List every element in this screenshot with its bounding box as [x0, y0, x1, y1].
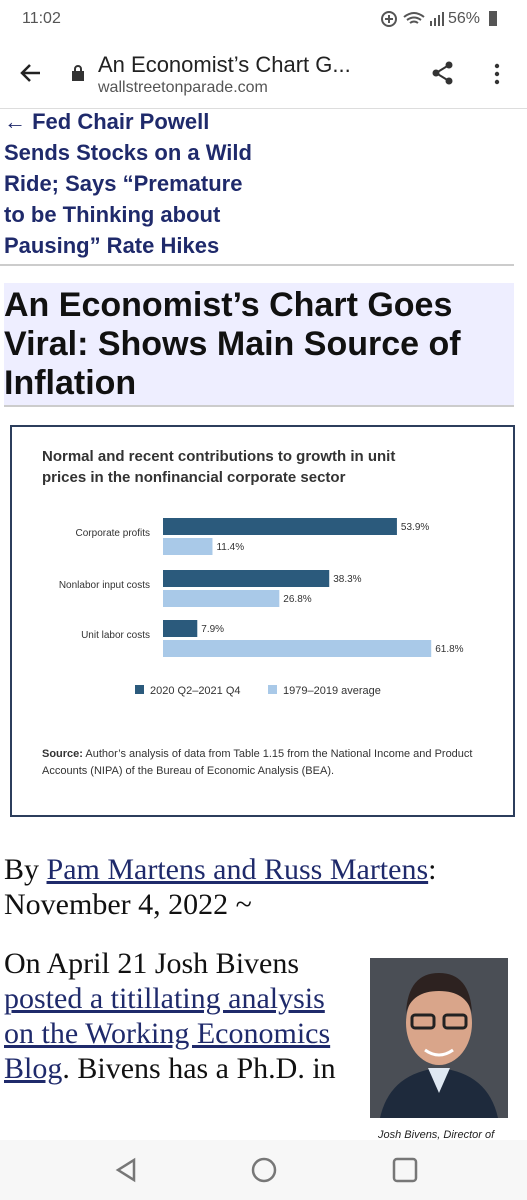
legend-label: 2020 Q2–2021 Q4: [150, 685, 241, 697]
bar: [163, 570, 330, 587]
value-label: 11.4%: [216, 542, 244, 553]
bar: [163, 640, 432, 657]
photo-caption: Josh Bivens, Director of: [378, 1129, 495, 1141]
legend-swatch: [135, 685, 144, 694]
author-link[interactable]: Pam Martens and Russ Martens: [46, 853, 429, 886]
chart-source: Source: Author’s analysis of data from T…: [42, 746, 482, 780]
category-label: Nonlabor input costs: [59, 580, 150, 591]
title-line: Viral: Shows Main Source of: [4, 325, 461, 363]
bar: [163, 518, 397, 535]
bar: [163, 620, 198, 637]
author-photo: [370, 958, 508, 1118]
clock: 11:02: [22, 10, 61, 27]
paragraph-link[interactable]: posted a titillating analysis on the Wor…: [4, 982, 331, 1085]
url[interactable]: wallstreetonparade.com: [98, 79, 268, 96]
article-title: An Economist’s Chart Goes Viral: Shows Ma…: [4, 286, 461, 403]
bar: [163, 538, 213, 555]
nav-recents[interactable]: [392, 1157, 418, 1183]
title-line: Inflation: [4, 364, 137, 402]
link-line: to be Thinking about: [4, 202, 221, 227]
value-label: 53.9%: [401, 522, 429, 533]
status-icons: [381, 11, 444, 27]
value-label: 26.8%: [283, 594, 311, 605]
menu-button[interactable]: [492, 62, 502, 86]
chart-title: Normal and recent contributions to growt…: [42, 448, 395, 486]
title-line: An Economist’s Chart Goes: [4, 286, 453, 324]
chart-frame: [10, 425, 515, 817]
battery: 56%: [448, 10, 481, 27]
byline-date: : November 4, 2022 ~: [4, 853, 437, 921]
legend-label: 1979–2019 average: [283, 685, 381, 697]
page-title: An Economist’s Chart G...: [98, 52, 351, 77]
battery-icon: [489, 11, 497, 26]
divider: [0, 264, 514, 266]
value-label: 38.3%: [333, 574, 361, 585]
category-label: Corporate profits: [76, 528, 150, 539]
paragraph-text: . Bivens has a Ph.D. in: [62, 1052, 336, 1085]
paragraph-text: On April 21 Josh Bivens: [4, 947, 300, 980]
lock-icon: [72, 65, 84, 81]
navigation-bar: [0, 1140, 527, 1200]
link-line: Ride; Says “Premature: [4, 171, 243, 196]
share-button[interactable]: [430, 60, 456, 86]
nav-back[interactable]: [115, 1157, 136, 1183]
link-line: Sends Stocks on a Wild: [4, 140, 252, 165]
value-label: 61.8%: [435, 644, 463, 655]
previous-article-link[interactable]: ← Fed Chair Powell Sends Stocks on a Wild…: [4, 106, 252, 261]
bar: [163, 590, 280, 607]
legend-swatch: [268, 685, 277, 694]
source-text: Author’s analysis of data from Table 1.1…: [42, 748, 473, 777]
value-label: 7.9%: [201, 624, 224, 635]
link-line: ← Fed Chair Powell: [4, 109, 210, 134]
category-label: Unit labor costs: [81, 630, 150, 641]
divider: [0, 108, 527, 109]
nav-buttons: [115, 1157, 418, 1183]
source-label: Source:: [42, 748, 83, 760]
paragraph: On April 21 Josh Bivens posted a titilla…: [4, 946, 349, 1140]
link-line: Pausing” Rate Hikes: [4, 233, 220, 258]
chart: Normal and recent contributions to growt…: [42, 448, 464, 697]
back-button[interactable]: [18, 60, 44, 86]
title-box: [4, 283, 514, 407]
nav-home[interactable]: [251, 1157, 277, 1183]
byline-prefix: By: [4, 853, 47, 886]
byline: By Pam Martens and Russ Martens: Novembe…: [4, 852, 454, 922]
